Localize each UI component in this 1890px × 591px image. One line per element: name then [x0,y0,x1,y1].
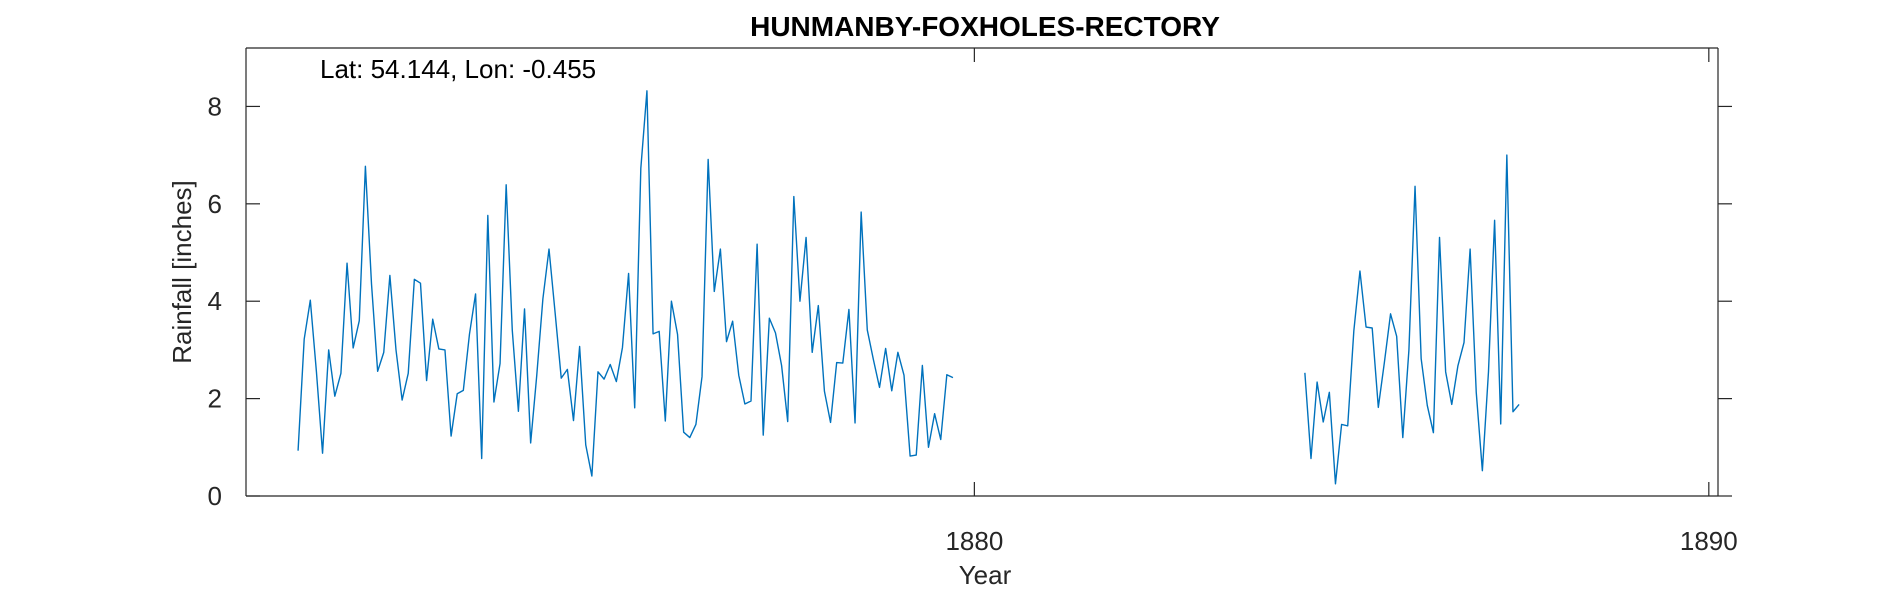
x-tick-label: 1880 [945,526,1003,556]
y-tick-label: 0 [208,481,222,511]
y-axis-label: Rainfall [inches] [167,180,197,364]
y-tick-label: 2 [208,384,222,414]
series-group [297,90,1520,485]
location-annotation: Lat: 54.144, Lon: -0.455 [320,54,596,84]
x-tick-label: 1890 [1680,526,1738,556]
axes-box [245,47,1719,497]
x-axis-ticks: 1880 1890 [945,48,1738,556]
y-axis-ticks: 0 2 4 6 8 [208,91,1732,511]
rainfall-series-line [1304,154,1520,485]
chart-title: HUNMANBY-FOXHOLES-RECTORY [750,11,1220,42]
y-tick-label: 4 [208,286,222,316]
y-tick-label: 6 [208,189,222,219]
y-tick-label: 8 [208,91,222,121]
x-axis-label: Year [959,560,1012,590]
rainfall-series-line [297,90,954,477]
